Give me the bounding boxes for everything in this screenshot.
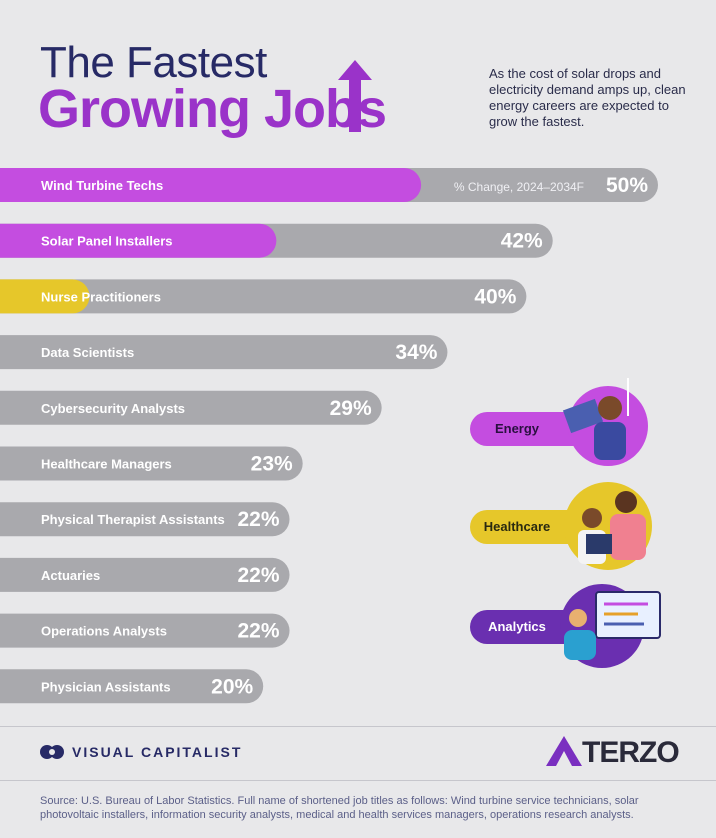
- value-header-label: % Change, 2024–2034F: [454, 180, 584, 194]
- legend-healthcare-label: Healthcare: [483, 519, 551, 534]
- value-label: 20%: [211, 675, 253, 698]
- sponsor-logo: TERZO: [546, 736, 680, 770]
- bar-accent: [0, 223, 277, 258]
- bar: [0, 279, 527, 314]
- value-label: 50%: [606, 174, 648, 197]
- sponsor-mark-icon: [546, 736, 582, 766]
- legend-analytics-label: Analytics: [488, 619, 546, 634]
- title-line-1: The Fastest: [40, 38, 267, 87]
- bar: [0, 335, 448, 370]
- value-label: 40%: [474, 285, 516, 308]
- brand-logo: VISUAL CAPITALIST: [40, 744, 242, 760]
- bar: [0, 613, 290, 648]
- legend-energy-label: Energy: [494, 421, 540, 436]
- healthcare-illustration-icon: [564, 482, 652, 570]
- footer-divider-top: [0, 726, 716, 727]
- analytics-illustration-icon: [560, 584, 661, 668]
- energy-illustration-icon: [562, 378, 648, 466]
- source-note: Source: U.S. Bureau of Labor Statistics.…: [40, 795, 639, 821]
- bar: [0, 390, 382, 425]
- value-label: 42%: [501, 230, 543, 253]
- value-label: 22%: [237, 508, 279, 531]
- bar-accent: [0, 279, 90, 314]
- category-label: Cybersecurity Analysts: [41, 401, 185, 416]
- category-label: Nurse Practitioners: [41, 289, 161, 304]
- category-label: Data Scientists: [41, 345, 134, 360]
- bar: [0, 502, 290, 537]
- footer-divider-bottom: [0, 780, 716, 781]
- bar: [0, 446, 303, 481]
- category-label: Actuaries: [41, 568, 100, 583]
- value-label: 29%: [330, 397, 372, 420]
- category-label: Healthcare Managers: [41, 457, 172, 472]
- value-label: 22%: [237, 620, 279, 643]
- category-label: Physician Assistants: [41, 679, 171, 694]
- sponsor-name: TERZO: [582, 736, 680, 769]
- value-label: 34%: [395, 341, 437, 364]
- bar: [0, 557, 290, 592]
- category-label: Operations Analysts: [41, 624, 167, 639]
- value-label: 23%: [251, 453, 293, 476]
- title-line-2: Growing Jobs: [38, 79, 387, 139]
- up-arrow-icon: [338, 60, 372, 132]
- subtitle: As the cost of solar drops and electrici…: [489, 66, 686, 129]
- category-label: Solar Panel Installers: [41, 234, 173, 249]
- bar: [0, 669, 264, 704]
- value-label: 22%: [237, 564, 279, 587]
- bar-chart: Wind Turbine Techs 50% % Change, 2024–2034…: [0, 168, 658, 704]
- bar-accent: [0, 168, 422, 202]
- brand-name: VISUAL CAPITALIST: [72, 744, 243, 760]
- brand-mark-icon: [40, 745, 64, 759]
- category-label: Wind Turbine Techs: [41, 178, 163, 193]
- category-label: Physical Therapist Assistants: [41, 512, 225, 527]
